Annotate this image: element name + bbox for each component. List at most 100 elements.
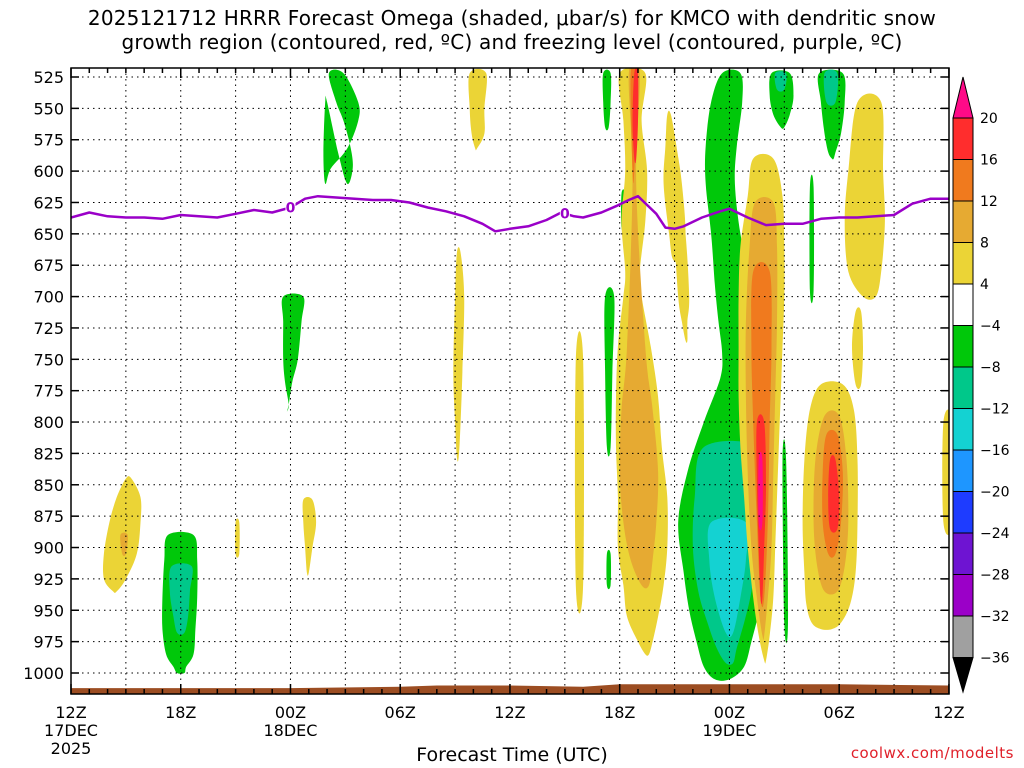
chart-title-line-2: growth region (contoured, red, ºC) and f…: [121, 30, 903, 54]
colorbar-label: 12: [980, 194, 998, 210]
colorbar-label: −8: [980, 360, 1001, 376]
y-tick-label: 550: [33, 99, 64, 118]
colorbar-swatch: [952, 325, 974, 368]
omega-descent-region: [323, 69, 360, 185]
colorbar-label: −24: [980, 526, 1010, 542]
colorbar-label: 16: [980, 153, 998, 169]
omega-ascent-region: [468, 68, 487, 151]
colorbar: 20 16 12 8 4 −4 −8 −12 −16 −20 −24 −28 −32 −36: [952, 76, 1010, 694]
colorbar-swatch: [952, 574, 974, 617]
colorbar-label: −36: [980, 651, 1010, 667]
omega-ascent-region: [120, 532, 128, 557]
colorbar-swatch: [952, 532, 974, 575]
colorbar-label: −4: [980, 319, 1001, 335]
colorbar-swatch: [952, 159, 974, 202]
colorbar-swatch: [952, 615, 974, 658]
colorbar-label: 8: [980, 236, 989, 252]
colorbar-label: −12: [980, 402, 1010, 418]
colorbar-swatch: [952, 117, 974, 160]
freezing-level-line: [71, 194, 949, 233]
y-tick-label: 600: [33, 162, 64, 181]
y-tick-label: 850: [33, 476, 64, 495]
colorbar-top-arrow: [952, 76, 974, 119]
omega-ascent-region: [574, 331, 584, 614]
grid-lines: [71, 68, 949, 694]
y-tick-label: 575: [33, 131, 64, 150]
y-tick-label: 700: [33, 288, 64, 307]
omega-descent-region: [707, 517, 749, 638]
omega-ascent-region: [674, 191, 690, 343]
omega-ascent-region: [852, 307, 863, 390]
colorbar-label: 20: [980, 111, 998, 127]
omega-ascent-region: [758, 451, 763, 531]
plot-area: [71, 68, 949, 694]
x-tick-label: 06Z: [385, 703, 416, 722]
omega-descent-region: [604, 287, 615, 457]
chart-title: 2025121712 HRRR Forecast Omega (shaded, …: [0, 6, 1024, 54]
freezing-level-label-bg: [285, 199, 296, 216]
omega-descent-region: [782, 439, 789, 644]
colorbar-swatch: [952, 449, 974, 492]
x-tick-label: 18Z: [165, 703, 196, 722]
omega-ascent-region: [235, 518, 240, 558]
y-axis: 525 550 575 600 625 650 675 700 725 750 775 800 825 8…: [23, 68, 949, 683]
x-tick-label: 00Z: [275, 703, 306, 722]
y-tick-label: 650: [33, 225, 64, 244]
omega-descent-region: [169, 563, 193, 635]
colorbar-swatch: [952, 200, 974, 243]
omega-ascent-region: [453, 247, 465, 462]
omega-descent-region: [606, 549, 612, 590]
colorbar-swatch: [952, 408, 974, 451]
y-tick-label: 525: [33, 68, 64, 87]
omega-ascent-region: [844, 93, 885, 300]
x-tick-label: 17DEC: [44, 721, 98, 740]
x-tick-label: 06Z: [824, 703, 855, 722]
x-tick-label: 18Z: [604, 703, 635, 722]
omega-descent-region: [281, 293, 305, 413]
omega-descent-region: [602, 69, 612, 131]
x-tick-label: 12Z: [933, 703, 964, 722]
x-tick-label: 00Z: [714, 703, 745, 722]
colorbar-swatch: [952, 491, 974, 534]
y-tick-label: 875: [33, 507, 64, 526]
colorbar-swatch: [952, 283, 974, 326]
omega-descent-region: [769, 70, 794, 129]
y-tick-label: 950: [33, 601, 64, 620]
y-tick-label: 750: [33, 350, 64, 369]
y-tick-label: 675: [33, 256, 64, 275]
y-tick-label: 1000: [23, 664, 64, 683]
omega-ascent-region: [632, 68, 639, 164]
omega-ascent-region: [302, 497, 317, 576]
credit-text: coolwx.com/modelts: [850, 744, 1014, 762]
y-tick-label: 625: [33, 193, 64, 212]
y-tick-label: 925: [33, 570, 64, 589]
colorbar-swatch: [952, 366, 974, 409]
x-tick-label: 2025: [51, 739, 92, 758]
colorbar-label: −32: [980, 609, 1010, 625]
x-tick-label: 12Z: [494, 703, 525, 722]
freezing-level-label: 0: [286, 200, 296, 216]
y-tick-label: 775: [33, 382, 64, 401]
y-tick-label: 800: [33, 413, 64, 432]
y-tick-label: 975: [33, 633, 64, 652]
omega-descent-region: [774, 71, 787, 92]
y-tick-label: 900: [33, 539, 64, 558]
freezing-level-label-bg: [559, 205, 570, 222]
omega-ascent-region: [942, 409, 949, 535]
freezing-level-label: 0: [560, 207, 570, 223]
colorbar-swatch: [952, 242, 974, 285]
x-tick-label: 12Z: [55, 703, 86, 722]
y-tick-label: 825: [33, 444, 64, 463]
x-tick-label: 19DEC: [702, 721, 756, 740]
colorbar-label: 4: [980, 277, 989, 293]
colorbar-bottom-arrow: [952, 657, 974, 694]
omega-ascent-region: [828, 454, 840, 533]
x-tick-label: 18DEC: [263, 721, 317, 740]
colorbar-label: −20: [980, 485, 1010, 501]
omega-descent-region: [823, 69, 839, 106]
omega-descent-region: [809, 174, 815, 304]
colorbar-label: −28: [980, 568, 1010, 584]
